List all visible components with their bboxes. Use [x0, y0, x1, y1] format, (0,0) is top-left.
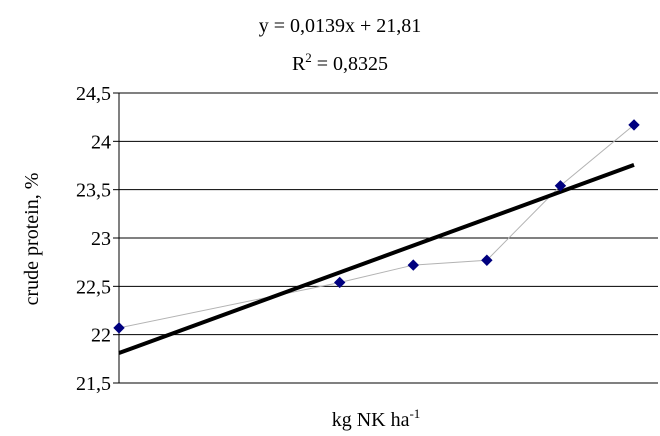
trendline [118, 163, 635, 355]
y-tick-label-5: 24 [91, 131, 111, 153]
y-tick-label-2: 22,5 [76, 276, 111, 298]
y-tick-label-0: 21,5 [76, 373, 111, 395]
trendline-group [118, 163, 635, 355]
y-tick-label-4: 23,5 [76, 180, 111, 202]
y-tick-labels: 21,5 22 22,5 23 23,5 24 24,5 [76, 83, 119, 395]
y-tick-label-3: 23 [91, 228, 111, 250]
data-point-4 [554, 180, 567, 192]
x-axis-label: kg NK ha-1 [332, 406, 421, 431]
y-tick-label-6: 24,5 [76, 83, 111, 105]
r-squared-base: R [292, 53, 306, 75]
data-points [113, 119, 640, 334]
data-point-3 [481, 254, 493, 266]
data-point-1 [334, 276, 346, 289]
x-axis-label-superscript: -1 [409, 406, 420, 421]
r-squared-superscript: 2 [305, 50, 312, 65]
series-line [118, 124, 635, 329]
x-axis-label-base: kg NK ha [332, 409, 410, 431]
y-axis-label: crude protein, % [21, 173, 43, 306]
r-squared-value: = 0,8325 [312, 53, 388, 75]
gridlines [119, 92, 658, 336]
chart-title-equation: y = 0,0139x + 21,81 [259, 15, 422, 37]
data-point-5 [628, 119, 640, 131]
chart-title-r-squared: R2 = 0,8325 [292, 50, 388, 75]
data-point-0 [113, 322, 125, 334]
series-line-group [118, 124, 635, 329]
y-tick-label-1: 22 [91, 325, 111, 347]
data-point-2 [407, 259, 419, 271]
